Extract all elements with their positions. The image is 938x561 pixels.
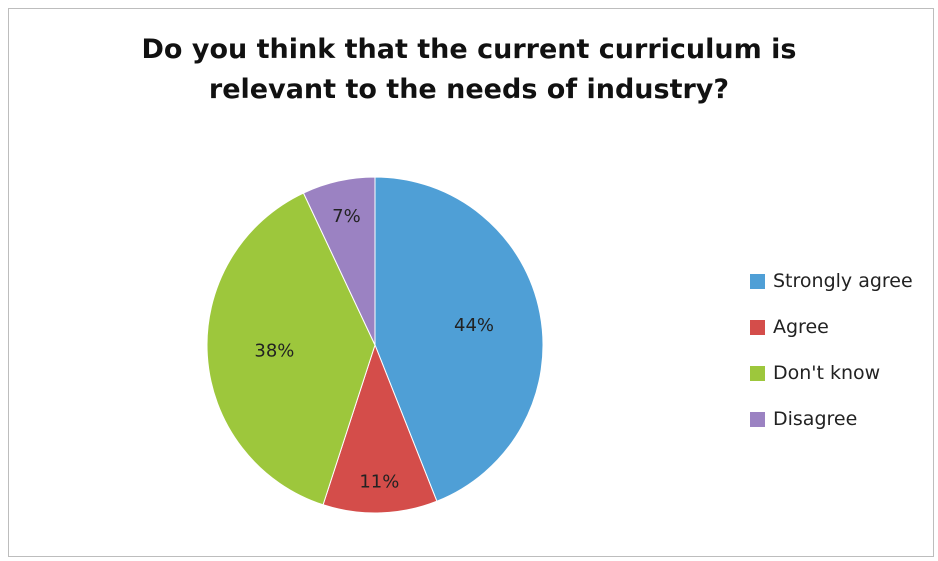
legend-item-dont-know: Don't know (750, 350, 913, 396)
legend-label-disagree: Disagree (773, 408, 858, 430)
pie-slice-strongly-agree (374, 176, 544, 502)
legend-item-agree: Agree (750, 304, 913, 350)
legend-label-dont-know: Don't know (773, 362, 881, 384)
legend-item-disagree: Disagree (750, 396, 913, 442)
pie-slice-disagree (302, 176, 376, 346)
pie-slice-don-t-know (206, 192, 376, 506)
chart-title: Do you think that the current curriculum… (0, 30, 938, 110)
legend-label-strongly-agree: Strongly agree (773, 270, 913, 292)
legend-swatch-disagree (750, 411, 765, 427)
pie-label-agree: 11% (359, 472, 399, 493)
legend-swatch-dont-know (750, 365, 765, 381)
legend-swatch-strongly-agree (750, 273, 765, 289)
legend: Strongly agree Agree Don't know Disagree (750, 258, 913, 442)
legend-item-strongly-agree: Strongly agree (750, 258, 913, 304)
chart-title-line-1: Do you think that the current curriculum… (141, 34, 797, 65)
pie-label-disagree: 7% (332, 206, 361, 227)
pie-label-strongly-agree: 44% (454, 315, 494, 336)
pie-slice-agree (322, 343, 438, 514)
chart-title-line-2: relevant to the needs of industry? (208, 74, 730, 105)
pie-label-don-t-know: 38% (254, 340, 294, 361)
legend-label-agree: Agree (773, 316, 829, 338)
legend-swatch-agree (750, 319, 765, 335)
